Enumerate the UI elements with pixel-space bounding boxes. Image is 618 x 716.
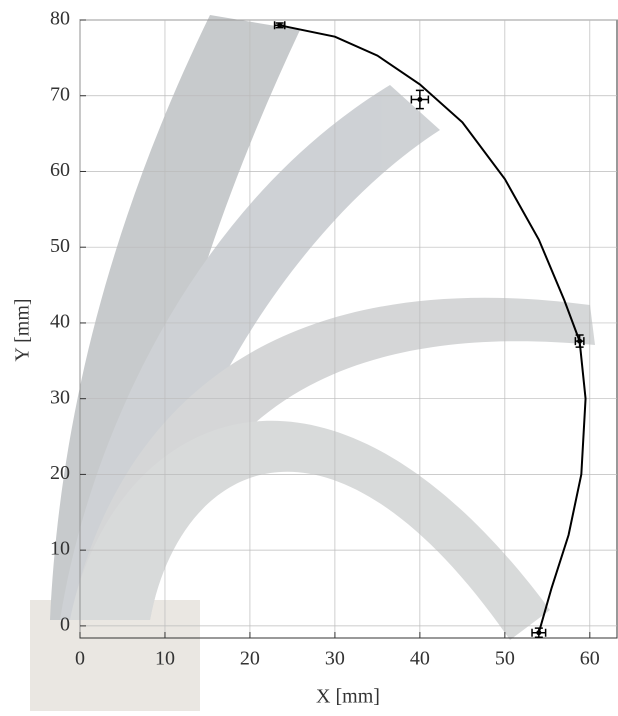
- fit-curve: [279, 24, 587, 633]
- marker: [417, 97, 423, 103]
- x-tick-label: 30: [325, 648, 345, 670]
- y-tick-label: 40: [50, 311, 70, 333]
- x-tick-label: 0: [75, 648, 85, 670]
- y-tick-label: 30: [50, 386, 70, 408]
- y-tick-label: 10: [50, 538, 70, 560]
- y-tick-label: 60: [50, 159, 70, 181]
- finger: [70, 420, 550, 640]
- y-tick-label: 20: [50, 462, 70, 484]
- x-tick-label: 60: [580, 648, 600, 670]
- marker: [577, 338, 583, 344]
- y-tick-label: 70: [50, 83, 70, 105]
- y-tick-label: 0: [60, 613, 70, 635]
- y-tick-label: 80: [50, 8, 70, 30]
- x-tick-label: 40: [410, 648, 430, 670]
- y-tick-label: 50: [50, 235, 70, 257]
- marker: [277, 22, 283, 28]
- marker: [536, 630, 542, 636]
- x-axis-label: X [mm]: [316, 686, 380, 708]
- x-tick-label: 20: [240, 648, 260, 670]
- x-tick-label: 50: [495, 648, 515, 670]
- y-axis-label: Y [mm]: [12, 298, 34, 361]
- photo-background: [30, 15, 595, 711]
- x-tick-label: 10: [155, 648, 175, 670]
